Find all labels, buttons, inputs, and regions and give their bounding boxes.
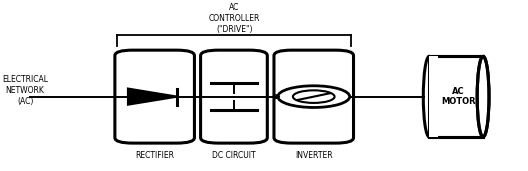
- Text: ELECTRICAL
NETWORK
(AC): ELECTRICAL NETWORK (AC): [2, 75, 48, 106]
- Bar: [429, 56, 438, 137]
- Text: RECTIFIER: RECTIFIER: [135, 151, 174, 160]
- FancyBboxPatch shape: [429, 56, 483, 137]
- Ellipse shape: [477, 56, 489, 137]
- Polygon shape: [128, 89, 177, 105]
- Text: DC CIRCUIT: DC CIRCUIT: [212, 151, 256, 160]
- FancyBboxPatch shape: [115, 50, 194, 143]
- FancyBboxPatch shape: [274, 50, 354, 143]
- Circle shape: [278, 86, 350, 108]
- FancyBboxPatch shape: [201, 50, 267, 143]
- Text: INVERTER: INVERTER: [295, 151, 333, 160]
- Text: AC
CONTROLLER
("DRIVE"): AC CONTROLLER ("DRIVE"): [209, 3, 260, 34]
- Polygon shape: [128, 89, 177, 105]
- Text: AC
MOTOR: AC MOTOR: [441, 87, 476, 106]
